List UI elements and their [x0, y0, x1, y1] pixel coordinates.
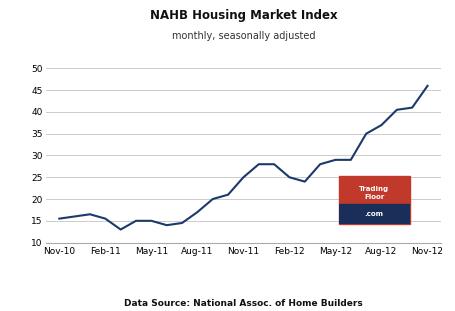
Text: monthly, seasonally adjusted: monthly, seasonally adjusted [172, 31, 315, 41]
Bar [339, 204, 410, 224]
Text: Floor: Floor [364, 194, 384, 200]
Text: .com: .com [365, 211, 384, 217]
Text: Trading: Trading [359, 186, 389, 192]
Text: NAHB Housing Market Index: NAHB Housing Market Index [150, 9, 337, 22]
Text: Data Source: National Assoc. of Home Builders: Data Source: National Assoc. of Home Bui… [124, 299, 363, 308]
Bar [339, 176, 410, 204]
